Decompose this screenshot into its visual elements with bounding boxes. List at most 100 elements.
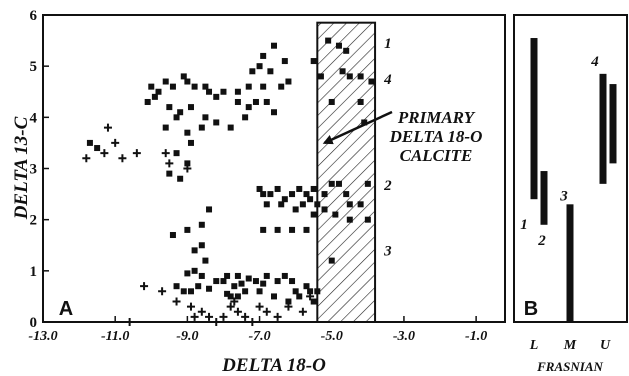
square-point bbox=[289, 278, 296, 285]
square-point bbox=[361, 119, 368, 126]
square-point bbox=[310, 298, 317, 305]
region-annotation: PRIMARY DELTA 18-O CALCITE bbox=[389, 108, 483, 165]
square-point bbox=[285, 298, 292, 305]
square-point bbox=[343, 191, 350, 198]
range-bars: 12 3 4 bbox=[520, 38, 617, 322]
plus-point bbox=[255, 302, 264, 311]
plus-point bbox=[82, 154, 91, 163]
square-point bbox=[260, 280, 267, 287]
square-point bbox=[227, 124, 234, 131]
square-point bbox=[357, 98, 364, 105]
square-point bbox=[357, 201, 364, 208]
plus-point bbox=[132, 149, 141, 158]
square-point bbox=[220, 278, 227, 285]
group-labels: 1 4 2 3 bbox=[383, 36, 392, 259]
square-point bbox=[191, 247, 198, 254]
square-point bbox=[166, 170, 173, 177]
x-axis-title: DELTA 18-O bbox=[221, 355, 326, 376]
range-bar-label: 1 bbox=[520, 217, 528, 233]
x-tick-label: -3.0 bbox=[393, 329, 415, 344]
square-point bbox=[328, 98, 335, 105]
plus-point bbox=[219, 312, 228, 321]
square-point bbox=[328, 257, 335, 264]
square-point bbox=[227, 293, 234, 300]
square-point bbox=[252, 98, 259, 105]
plus-point bbox=[158, 287, 167, 296]
plus-point bbox=[205, 312, 214, 321]
panel-a-letter: A bbox=[59, 298, 73, 320]
square-point bbox=[357, 73, 364, 80]
square-point bbox=[184, 270, 191, 277]
range-bar bbox=[566, 204, 574, 322]
square-point bbox=[195, 283, 202, 290]
square-point bbox=[224, 290, 231, 297]
y-axis-title: DELTA 13-C bbox=[11, 116, 32, 220]
square-point bbox=[242, 114, 249, 121]
square-point bbox=[234, 293, 241, 300]
plus-point bbox=[273, 312, 282, 321]
square-point bbox=[263, 201, 270, 208]
square-point bbox=[184, 226, 191, 233]
square-point bbox=[260, 83, 267, 90]
square-point bbox=[198, 124, 205, 131]
plus-point bbox=[248, 318, 257, 326]
square-point bbox=[346, 216, 353, 223]
square-point bbox=[213, 278, 220, 285]
square-point bbox=[310, 58, 317, 65]
square-point bbox=[317, 73, 324, 80]
square-point bbox=[263, 98, 270, 105]
square-point bbox=[206, 88, 213, 95]
annotation-arrow bbox=[322, 110, 393, 145]
square-point bbox=[173, 150, 180, 157]
square-point bbox=[86, 139, 93, 146]
square-point bbox=[184, 129, 191, 136]
square-point bbox=[364, 180, 371, 187]
square-point bbox=[148, 83, 155, 90]
square-point bbox=[289, 191, 296, 198]
range-bar-label: 2 bbox=[537, 233, 546, 249]
range-bar bbox=[530, 38, 538, 200]
square-point bbox=[202, 257, 209, 264]
primary-calcite-region: PRIMARY DELTA 18-O CALCITE bbox=[316, 21, 483, 324]
scatter-points bbox=[82, 37, 375, 326]
square-point bbox=[213, 119, 220, 126]
y-tick-label: 5 bbox=[30, 59, 38, 75]
plus-point bbox=[197, 307, 206, 316]
square-point bbox=[281, 272, 288, 279]
square-point bbox=[335, 180, 342, 187]
plus-point bbox=[165, 159, 174, 168]
square-point bbox=[252, 278, 259, 285]
square-point bbox=[310, 185, 317, 192]
square-point bbox=[238, 280, 245, 287]
square-point bbox=[303, 283, 310, 290]
hatched-region bbox=[316, 21, 377, 324]
plus-point bbox=[172, 297, 181, 306]
square-point bbox=[242, 288, 249, 295]
square-point bbox=[187, 139, 194, 146]
plus-point bbox=[140, 282, 149, 291]
panel-b-letter: B bbox=[524, 298, 538, 320]
square-point bbox=[314, 288, 321, 295]
plus-point bbox=[161, 149, 170, 158]
range-bar-label: 4 bbox=[590, 54, 599, 70]
square-point bbox=[245, 104, 252, 111]
y-tick-label: 6 bbox=[30, 8, 38, 24]
plus-point bbox=[262, 307, 271, 316]
square-point bbox=[335, 42, 342, 49]
square-point bbox=[296, 185, 303, 192]
plus-point bbox=[284, 302, 293, 311]
square-point bbox=[187, 288, 194, 295]
plus-point bbox=[118, 154, 127, 163]
x-tick-label: -11.0 bbox=[101, 329, 129, 344]
range-bar bbox=[609, 84, 617, 164]
square-point bbox=[299, 201, 306, 208]
range-bar bbox=[540, 171, 548, 225]
square-point bbox=[231, 283, 238, 290]
x-axis-ticks: -13.0 -11.0 -9.0 -7.0 -5.0 -3.0 -1.0 bbox=[28, 316, 487, 344]
square-point bbox=[155, 88, 162, 95]
plus-point bbox=[183, 164, 192, 173]
group-label: 2 bbox=[383, 178, 392, 194]
plus-point bbox=[233, 307, 242, 316]
